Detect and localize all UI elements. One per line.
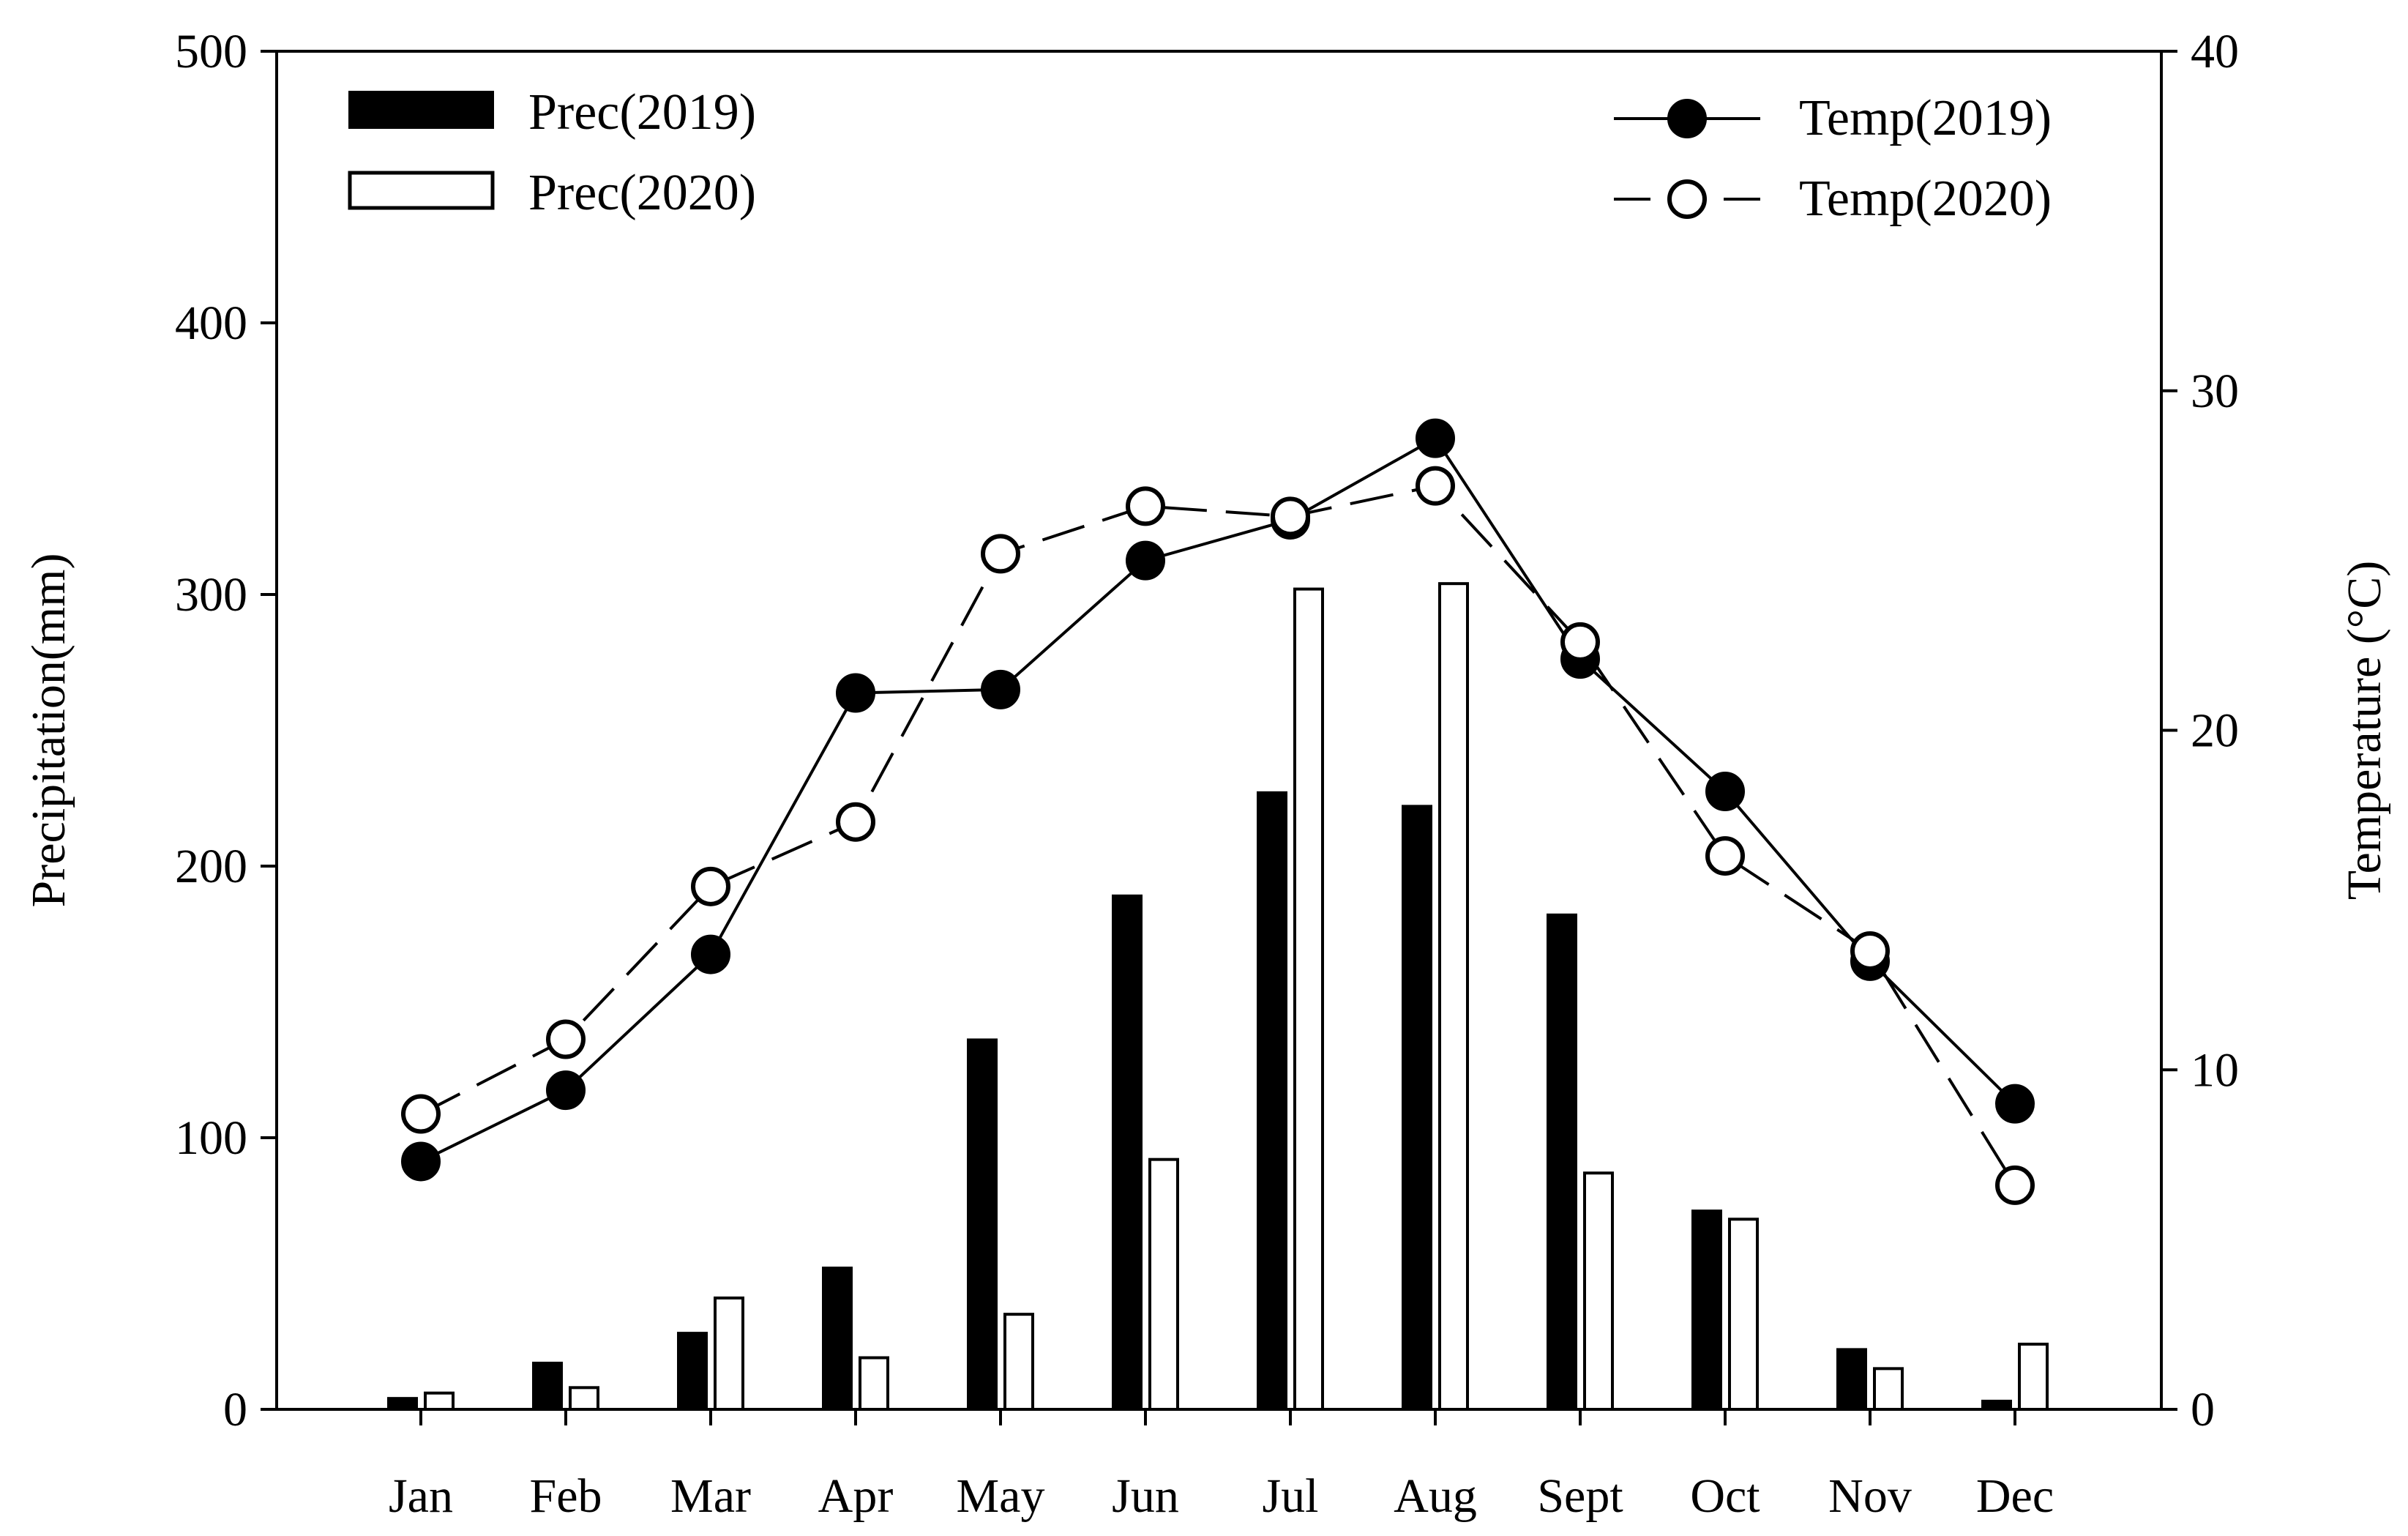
line-temp-2019 <box>420 436 2016 1163</box>
legend-marker-temp-2019 <box>1667 99 1707 138</box>
marker-temp-2020 <box>546 1019 586 1059</box>
x-tick-label: Apr <box>818 1469 894 1523</box>
bar-prec-2019 <box>1112 894 1143 1412</box>
lines-group <box>401 418 2035 1205</box>
bar-prec-2020 <box>1873 1367 1904 1411</box>
marker-temp-2020 <box>1850 931 1890 971</box>
marker-temp-2019 <box>1705 771 1745 811</box>
bar-prec-2019 <box>1257 791 1287 1411</box>
marker-temp-2020 <box>691 866 730 906</box>
bar-prec-2020 <box>714 1296 744 1412</box>
bar-prec-2020 <box>2018 1342 2049 1411</box>
y-tick-label: 0 <box>223 1383 247 1436</box>
x-tick-label: Mar <box>670 1469 751 1523</box>
bar-prec-2020 <box>1583 1171 1614 1411</box>
marker-temp-2019 <box>1416 418 1455 458</box>
x-tick-label: Aug <box>1394 1469 1477 1523</box>
bar-prec-2020 <box>1728 1218 1759 1412</box>
y2-tick-label: 20 <box>2191 704 2239 758</box>
y-tick-label: 500 <box>175 25 247 78</box>
marker-temp-2019 <box>1995 1084 2035 1124</box>
marker-temp-2020 <box>1705 836 1745 876</box>
marker-temp-2020 <box>836 802 875 842</box>
x-tick-label: Feb <box>530 1469 602 1523</box>
bar-prec-2019 <box>1836 1348 1867 1412</box>
y2-tick-label: 0 <box>2191 1383 2215 1436</box>
bar-prec-2020 <box>1438 582 1469 1411</box>
y-tick-label: 200 <box>175 840 247 893</box>
marker-temp-2019 <box>1126 540 1165 581</box>
bar-prec-2020 <box>1293 587 1324 1412</box>
legend-label-prec-2020: Prec(2020) <box>528 165 756 221</box>
legend-label-prec-2019: Prec(2019) <box>528 84 756 141</box>
bar-prec-2019 <box>822 1267 853 1411</box>
bar-prec-2020 <box>1148 1157 1179 1412</box>
bar-prec-2020 <box>859 1356 889 1412</box>
bar-prec-2019 <box>677 1332 708 1411</box>
y-axis-title: Precipitation(mm) <box>22 553 75 908</box>
plot-frame <box>275 50 2163 1411</box>
marker-temp-2019 <box>691 934 730 974</box>
legend-label-temp-2020: Temp(2020) <box>1799 171 2052 227</box>
bar-prec-2019 <box>387 1397 418 1412</box>
y2-tick-label: 10 <box>2191 1043 2239 1097</box>
x-tick-label: Jul <box>1262 1469 1318 1523</box>
bar-prec-2020 <box>424 1391 455 1411</box>
y-tick-label: 400 <box>175 297 247 350</box>
marker-temp-2019 <box>546 1070 586 1111</box>
x-tick-label: May <box>957 1469 1045 1523</box>
bar-prec-2020 <box>1003 1313 1034 1412</box>
bar-prec-2019 <box>967 1038 998 1411</box>
bar-prec-2019 <box>1402 805 1432 1411</box>
marker-temp-2020 <box>401 1094 441 1134</box>
bars-group <box>387 582 2049 1412</box>
marker-temp-2020 <box>1271 496 1310 537</box>
legend-marker-temp-2020 <box>1667 179 1707 219</box>
legend-label-temp-2019: Temp(2019) <box>1799 90 2052 146</box>
legend-swatch-prec-2020 <box>348 171 495 210</box>
y-tick-label: 300 <box>175 568 247 622</box>
axes-group: 0 100 200 300 400 500 0 10 20 30 40 Jan Feb Mar Apr May… <box>22 25 2391 1523</box>
x-tick-label: Sept <box>1537 1469 1623 1523</box>
legend-group: Prec(2019) Prec(2020) Temp(2019) Temp(2020) <box>348 84 2052 227</box>
bar-prec-2019 <box>1691 1209 1722 1412</box>
marker-temp-2020 <box>981 534 1020 574</box>
x-tick-label: Jan <box>389 1469 453 1523</box>
legend-swatch-prec-2019 <box>348 91 494 129</box>
y2-axis-title: Temperature (°C) <box>2338 561 2391 900</box>
line-temp-2020 <box>420 484 2016 1186</box>
bar-prec-2019 <box>532 1361 563 1412</box>
marker-temp-2020 <box>1416 466 1455 506</box>
marker-temp-2020 <box>1560 622 1600 662</box>
x-tick-label: Dec <box>1976 1469 2054 1523</box>
x-tick-label: Jun <box>1112 1469 1179 1523</box>
y2-tick-label: 30 <box>2191 365 2239 418</box>
marker-temp-2019 <box>981 669 1020 709</box>
x-tick-label: Oct <box>1690 1469 1760 1523</box>
y-tick-label: 100 <box>175 1111 247 1165</box>
marker-temp-2019 <box>836 673 875 713</box>
marker-temp-2019 <box>401 1141 441 1182</box>
bar-prec-2019 <box>1547 913 1577 1411</box>
bar-prec-2019 <box>1981 1399 2012 1411</box>
y2-tick-label: 40 <box>2191 25 2239 78</box>
marker-temp-2020 <box>1126 486 1165 526</box>
bar-prec-2020 <box>569 1386 599 1411</box>
x-tick-label: Nov <box>1828 1469 1912 1523</box>
marker-temp-2020 <box>1995 1165 2035 1205</box>
